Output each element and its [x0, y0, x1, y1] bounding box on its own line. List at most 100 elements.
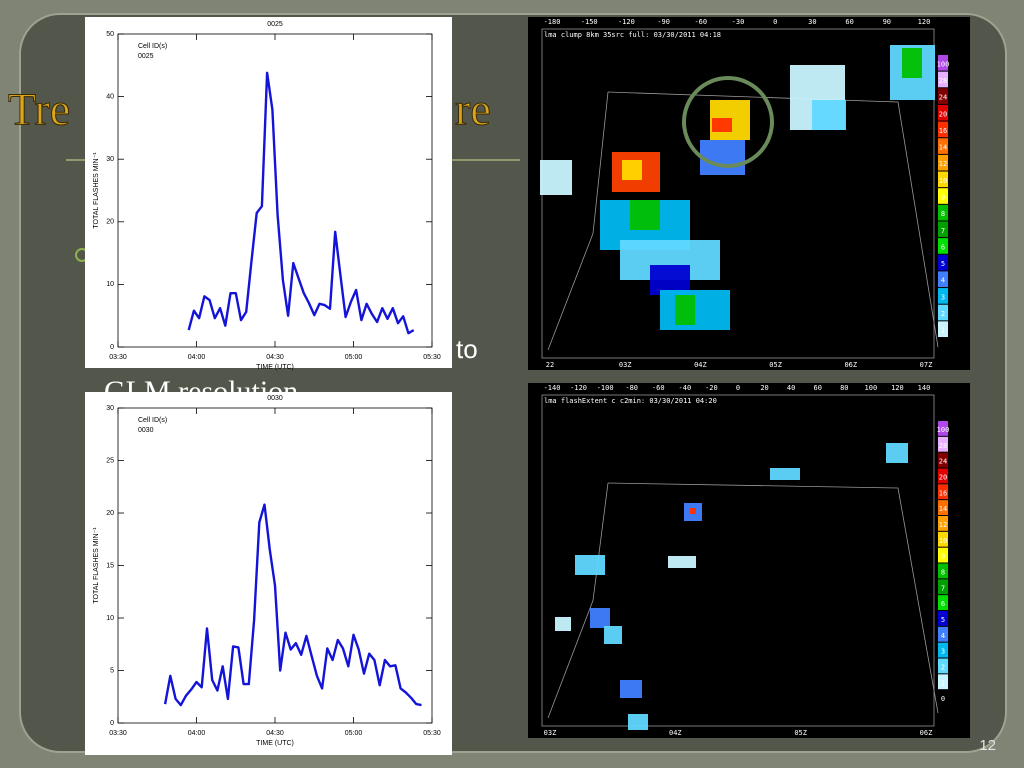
radar-top-label: -90 [657, 18, 670, 26]
colorbar-label: 100 [937, 60, 950, 68]
radar-bottom-label: 04Z [669, 729, 682, 737]
radar-frame [541, 394, 935, 727]
y-tick-label: 0 [110, 344, 114, 351]
radar-top-label: -60 [652, 384, 665, 392]
colorbar-swatch [938, 154, 948, 171]
y-tick-label: 5 [110, 667, 114, 674]
colorbar-swatch [938, 271, 948, 288]
colorbar-swatch [938, 188, 948, 204]
colorbar-label: 3 [941, 648, 945, 656]
radar-top-label: 140 [918, 384, 931, 392]
radar-bottom-label: 05Z [794, 729, 807, 737]
colorbar-label: 14 [939, 505, 947, 513]
x-tick-label: 03:30 [109, 730, 127, 737]
radar-echo [902, 48, 922, 78]
radar-echo [886, 443, 908, 463]
colorbar-label: 16 [939, 127, 947, 135]
colorbar-swatch [938, 452, 948, 468]
colorbar-label: 28 [939, 442, 947, 450]
page-number: 12 [979, 737, 996, 754]
radar-bottom-label: 06Z [920, 729, 933, 737]
radar-echo [590, 608, 610, 628]
colorbar-label: 2 [941, 663, 945, 671]
chart-title: 0025 [267, 21, 283, 28]
x-axis-label: TIME (UTC) [256, 740, 294, 747]
colorbar-swatch [938, 611, 948, 626]
colorbar-swatch [938, 626, 948, 642]
colorbar-swatch [938, 500, 948, 515]
y-tick-label: 30 [106, 405, 114, 412]
radar-echo [668, 556, 696, 568]
colorbar-swatch [938, 238, 948, 254]
colorbar-label: 12 [939, 160, 947, 168]
radar-top-label: 60 [845, 18, 853, 26]
colorbar-label: 14 [939, 144, 947, 152]
x-tick-label: 05:30 [423, 730, 441, 737]
legend-title: Cell ID(s) [138, 43, 167, 50]
radar-echo [630, 200, 660, 230]
y-tick-label: 30 [106, 156, 114, 163]
radar-top-label: 90 [883, 18, 891, 26]
colorbar-label: 0 [941, 695, 945, 703]
y-tick-label: 25 [106, 457, 114, 464]
title-fragment: re [455, 84, 491, 135]
bullet-text: to [456, 334, 478, 364]
radar-echo [690, 508, 696, 514]
radar-bottom-label: 04Z [694, 361, 707, 369]
x-tick-label: 05:30 [423, 354, 441, 361]
y-tick-label: 0 [110, 720, 114, 727]
colorbar-label: 4 [941, 277, 945, 285]
state-border [547, 91, 609, 351]
colorbar-label: 2 [941, 310, 945, 318]
radar-top-label: -120 [570, 384, 587, 392]
radar-echo [604, 626, 622, 644]
colorbar-label: 24 [939, 94, 947, 102]
data-line [163, 503, 422, 707]
colorbar-swatch [938, 204, 948, 221]
radar-top-label: 0 [773, 18, 777, 26]
colorbar-swatch [938, 121, 948, 138]
colorbar-label: 12 [939, 521, 947, 529]
colorbar-swatch [938, 104, 948, 121]
x-axis-label: TIME (UTC) [256, 364, 294, 371]
colorbar-swatch [938, 595, 948, 610]
title-fragment: Tre [8, 84, 70, 135]
colorbar-swatch [938, 221, 948, 238]
x-tick-label: 05:00 [345, 354, 363, 361]
x-tick-label: 04:00 [188, 354, 206, 361]
colorbar-swatch [938, 88, 948, 104]
radar-bottom-label: 22 [546, 361, 554, 369]
radar-top-label: 0 [736, 384, 740, 392]
data-line [187, 71, 415, 335]
radar-top-label: 80 [840, 384, 848, 392]
colorbar-swatch [938, 171, 948, 188]
radar-echo [540, 160, 572, 195]
y-axis-label: TOTAL FLASHES MIN⁻¹ [93, 152, 100, 229]
highlight-circle [682, 76, 774, 168]
radar-echo [770, 468, 800, 480]
colorbar-label: 5 [941, 616, 945, 624]
x-tick-label: 03:30 [109, 354, 127, 361]
colorbar-label: 7 [941, 584, 945, 592]
radar-echo [628, 714, 648, 730]
colorbar-label: 8 [941, 568, 945, 576]
colorbar-label: 6 [941, 243, 945, 251]
legend-entry: 0030 [138, 427, 154, 434]
colorbar-label: 20 [939, 110, 947, 118]
colorbar-label: 16 [939, 489, 947, 497]
x-tick-label: 04:00 [188, 730, 206, 737]
colorbar-label: 9 [941, 553, 945, 561]
radar-echo [555, 617, 571, 631]
radar-top-label: -20 [705, 384, 718, 392]
radar-header: lma clump 8km 35src full: 03/30/2011 04:… [544, 31, 721, 39]
colorbar-swatch [938, 642, 948, 658]
radar-top-label: -60 [694, 18, 707, 26]
radar-bottom-label: 03Z [619, 361, 632, 369]
colorbar-swatch [938, 55, 948, 71]
radar-top-label: -80 [625, 384, 638, 392]
colorbar-swatch [938, 436, 948, 452]
colorbar-swatch [938, 531, 948, 547]
radar-echo [700, 140, 745, 175]
state-border [607, 91, 939, 348]
y-tick-label: 15 [106, 562, 114, 569]
